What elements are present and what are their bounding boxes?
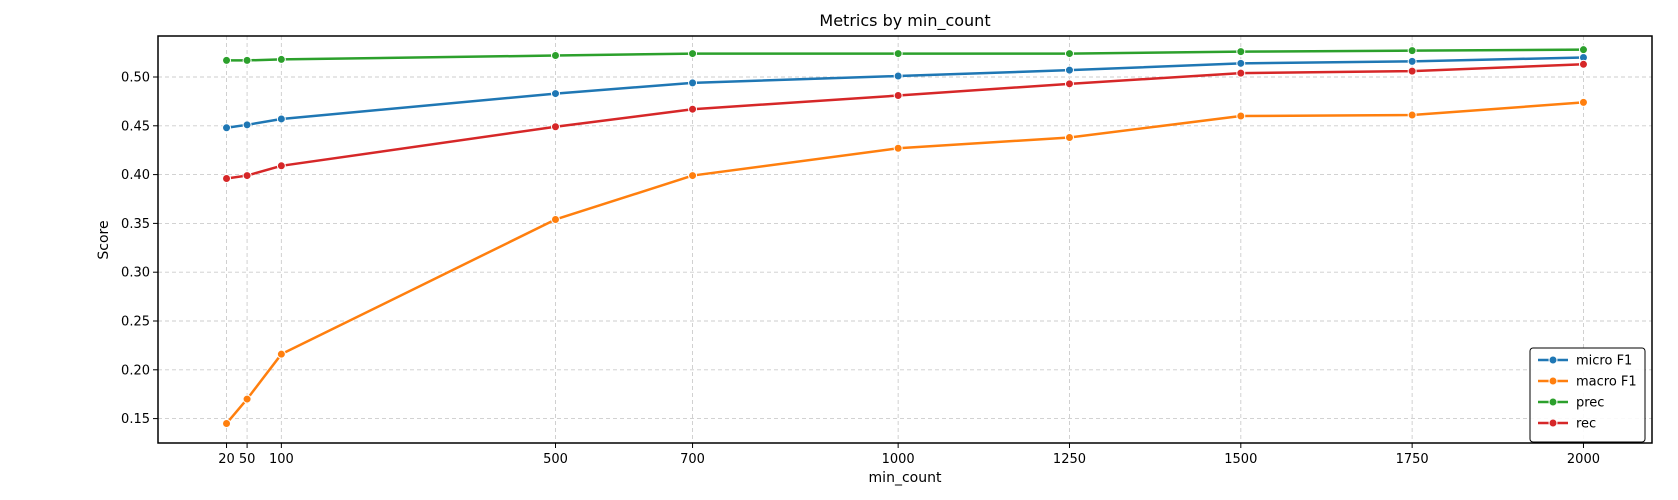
data-point-macro-f1 [1236,111,1246,121]
data-point-macro-f1 [1578,97,1588,107]
x-tick-label: 1000 [882,452,915,467]
y-tick-label: 0.20 [121,363,150,378]
x-axis-ticks: 20 50 100 500 700 1000 1250 1500 1750 2000 [218,443,1600,467]
series-line-micro-f1 [226,56,1584,129]
y-tick-label: 0.35 [121,217,150,232]
data-point-rec [688,104,698,114]
y-tick-label: 0.25 [121,314,150,329]
data-point-macro-f1 [1064,133,1074,143]
x-tick-label: 1500 [1224,452,1257,467]
series-lines [222,45,1588,428]
data-point-macro-f1 [1407,110,1417,120]
x-tick-label: 100 [269,452,294,467]
data-point-rec [276,161,286,171]
data-point-macro-f1 [893,143,903,153]
data-point-micro-f1 [1064,65,1074,75]
data-point-prec [1064,49,1074,59]
x-tick-label: 50 [239,452,256,467]
data-point-rec [1407,66,1417,76]
legend-label: prec [1576,396,1604,411]
chart-title: Metrics by min_count [819,11,990,31]
data-point-prec [550,51,560,61]
y-tick-label: 0.30 [121,266,150,281]
data-point-micro-f1 [550,89,560,99]
grid-lines [158,36,1652,443]
legend-label: macro F1 [1576,375,1637,390]
data-point-micro-f1 [222,123,232,133]
x-tick-label: 700 [680,452,705,467]
data-point-macro-f1 [276,349,286,359]
data-point-prec [688,49,698,59]
data-point-rec [893,91,903,101]
data-point-prec [242,55,252,65]
series-line-rec [226,63,1584,180]
y-axis-ticks: 0.15 0.20 0.25 0.30 0.35 0.40 0.45 0.50 [121,70,158,427]
data-point-rec [1236,68,1246,78]
data-point-micro-f1 [276,114,286,124]
data-point-prec [1236,47,1246,57]
x-tick-label: 500 [543,452,568,467]
y-tick-label: 0.40 [121,168,150,183]
data-point-prec [893,49,903,59]
data-point-rec [1064,79,1074,89]
data-point-macro-f1 [222,418,232,428]
legend-label: micro F1 [1576,354,1632,369]
legend-marker [1548,397,1558,407]
legend-box [1529,347,1646,443]
x-tick-label: 1750 [1396,452,1429,467]
legend-label: rec [1576,417,1596,432]
data-point-micro-f1 [688,78,698,88]
data-point-micro-f1 [1407,56,1417,66]
x-tick-label: 2000 [1567,452,1600,467]
legend-marker [1548,418,1558,428]
y-axis-label: Score [96,220,112,259]
y-tick-label: 0.45 [121,119,150,134]
data-point-prec [276,54,286,64]
data-point-rec [242,171,252,181]
legend-marker [1548,355,1558,365]
plot-area-frame [157,35,1653,444]
data-point-macro-f1 [688,171,698,181]
legend-marker [1548,376,1558,386]
data-point-prec [1407,46,1417,56]
data-point-rec [1578,59,1588,69]
data-point-macro-f1 [550,214,560,224]
data-point-micro-f1 [893,71,903,81]
data-point-prec [222,55,232,65]
x-tick-label: 1250 [1053,452,1086,467]
data-point-rec [222,173,232,183]
y-tick-label: 0.50 [121,70,150,85]
data-point-macro-f1 [242,394,252,404]
data-point-rec [550,122,560,132]
legend: micro F1 macro F1 prec rec [1529,347,1646,443]
data-point-micro-f1 [242,120,252,130]
data-point-micro-f1 [1236,58,1246,68]
x-axis-label: min_count [869,470,942,486]
series-line-macro-f1 [225,101,1584,425]
series-line-prec [226,48,1584,62]
data-point-prec [1578,45,1588,55]
x-tick-label: 20 [218,452,235,467]
y-tick-label: 0.15 [121,412,150,427]
